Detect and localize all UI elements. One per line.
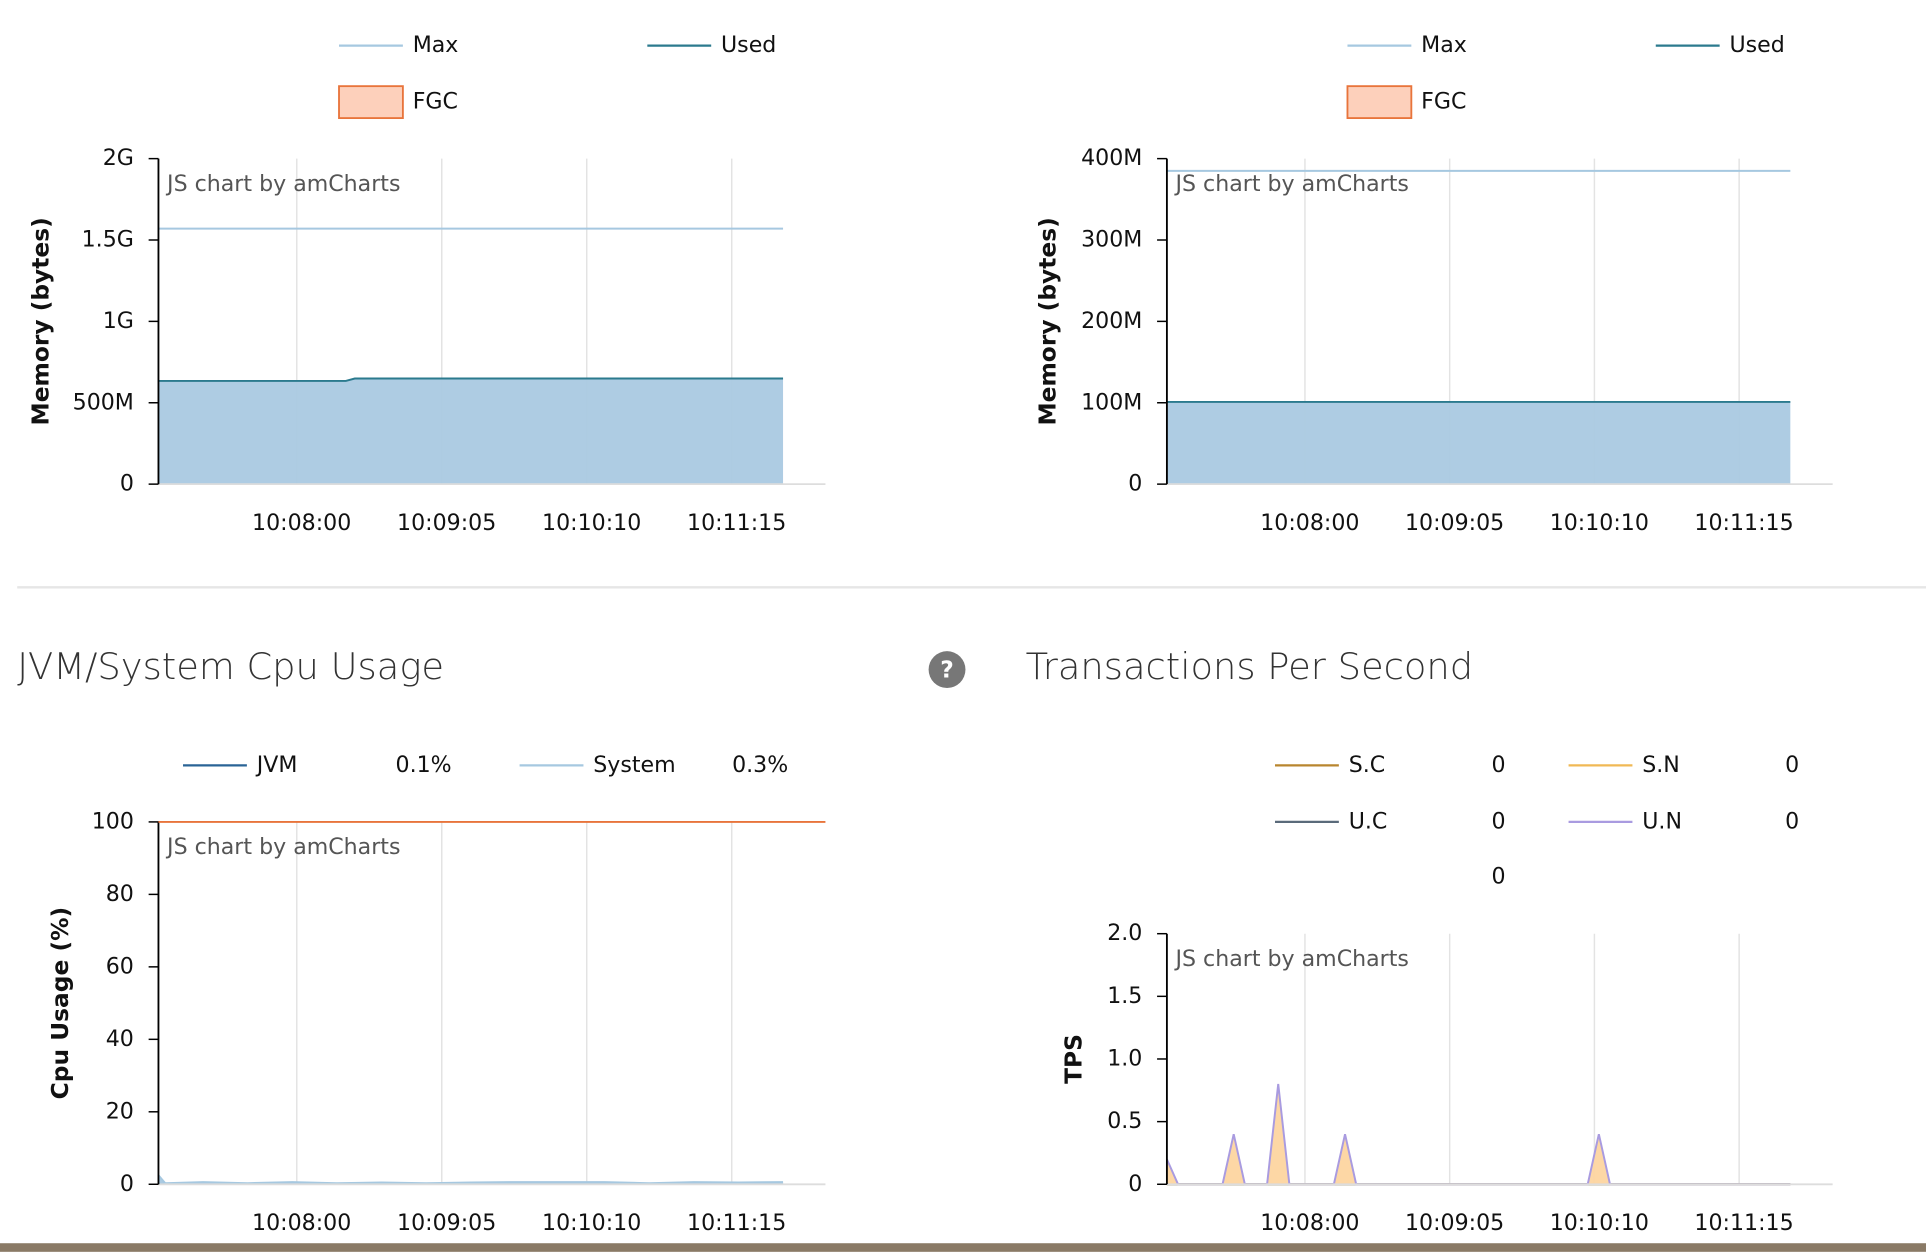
series-area <box>158 378 784 485</box>
x-tick-label: 10:08:00 <box>252 510 351 536</box>
credit: JS chart by amCharts <box>1173 171 1408 197</box>
y-axis-label: Cpu Usage (%) <box>46 907 74 1099</box>
legend-item[interactable]: System 0.3% <box>519 752 789 778</box>
legend-swatch <box>1346 85 1413 120</box>
series-line <box>157 1174 784 1185</box>
series-area <box>1166 401 1791 485</box>
credit: JS chart by amCharts <box>1173 946 1408 972</box>
legend-value: 0 <box>1785 808 1799 834</box>
legend-item[interactable]: Used <box>647 32 776 58</box>
x-tick-label: 10:08:00 <box>252 1210 351 1236</box>
x-tick-label: 10:10:10 <box>1550 510 1649 536</box>
y-tick-label: 40 <box>106 1026 134 1052</box>
chart: 10:08:00 10:09:05 10:10:10 10:11:15 0 500M 1G 1… <box>26 32 826 536</box>
y-axis-label: TPS <box>1059 1034 1087 1084</box>
legend-label: U.N <box>1642 808 1682 834</box>
legend-item[interactable]: Max <box>339 32 458 58</box>
chart-title: Transactions Per Second <box>1026 645 1474 688</box>
legend-item[interactable]: U.N 0 <box>1568 808 1800 834</box>
y-tick-label: 1.0 <box>1107 1045 1142 1071</box>
chart: 10:08:00 10:09:05 10:10:10 10:11:15 0 100M 200… <box>1033 32 1833 536</box>
legend-value: 0 <box>1492 808 1506 834</box>
x-tick-label: 10:08:00 <box>1260 510 1359 536</box>
legend-item[interactable]: S.C 0 <box>1274 752 1506 778</box>
x-tick-label: 10:11:15 <box>687 510 786 536</box>
legend-total: 0 <box>1492 864 1506 890</box>
legend-item[interactable]: JVM 0.1% <box>183 752 452 778</box>
credit: JS chart by amCharts <box>165 171 400 197</box>
y-tick-label: 0 <box>1128 471 1142 497</box>
help-circle[interactable] <box>928 651 966 689</box>
y-tick-label: 0 <box>120 1171 134 1197</box>
chart-title: JVM/System Cpu Usage <box>17 645 444 688</box>
legend-item[interactable]: S.N 0 <box>1568 752 1800 778</box>
x-tick-label: 10:09:05 <box>397 510 496 536</box>
series-line <box>158 377 784 382</box>
legend-label: Max <box>1421 32 1467 58</box>
legend-item[interactable]: U.C 0 <box>1274 808 1506 834</box>
y-axis-label: Memory (bytes) <box>1033 217 1061 425</box>
legend-label: Used <box>721 32 776 58</box>
x-tick-label: 10:11:15 <box>1694 1210 1793 1236</box>
x-tick-label: 10:11:15 <box>1694 510 1793 536</box>
y-tick-label: 60 <box>106 953 134 979</box>
x-tick-label: 10:08:00 <box>1260 1210 1359 1236</box>
y-tick-label: 1.5 <box>1107 983 1142 1009</box>
legend-label: FGC <box>1421 89 1466 115</box>
legend-value: 0 <box>1492 752 1506 778</box>
y-tick-label: 300M <box>1081 227 1142 253</box>
legend-item[interactable]: FGC <box>1346 85 1466 120</box>
x-tick-label: 10:10:10 <box>1550 1210 1649 1236</box>
y-tick-label: 500M <box>73 389 134 415</box>
y-tick-label: 20 <box>106 1098 134 1124</box>
legend-value: 0 <box>1785 752 1799 778</box>
y-tick-label: 100M <box>1081 389 1142 415</box>
chart: Transactions Per Second 10:08:00 10:09:05 1… <box>1026 645 1833 1236</box>
x-tick-label: 10:09:05 <box>397 1210 496 1236</box>
y-tick-label: 100 <box>92 808 134 834</box>
x-tick-label: 10:10:10 <box>542 1210 641 1236</box>
legend-label: System <box>593 752 675 778</box>
legend-label: Used <box>1729 32 1784 58</box>
legend-label: S.N <box>1642 752 1680 778</box>
legend-label: Max <box>413 32 459 58</box>
x-tick-label: 10:09:05 <box>1405 510 1504 536</box>
x-tick-label: 10:10:10 <box>542 510 641 536</box>
legend-value: 0.3% <box>732 752 788 778</box>
y-tick-label: 0 <box>120 471 134 497</box>
legend-value: 0.1% <box>396 752 452 778</box>
y-tick-label: 0 <box>1128 1171 1142 1197</box>
y-tick-label: 1G <box>103 308 134 334</box>
y-tick-label: 80 <box>106 881 134 907</box>
legend-swatch <box>338 85 404 120</box>
y-tick-label: 0.5 <box>1107 1108 1142 1134</box>
legend-label: S.C <box>1349 752 1385 778</box>
y-tick-label: 2.0 <box>1107 920 1142 946</box>
help-mark[interactable]: ? <box>940 655 954 683</box>
dock-edge <box>0 1243 1926 1252</box>
legend-item[interactable]: Used <box>1655 32 1785 58</box>
y-tick-label: 400M <box>1081 145 1142 171</box>
help-icon[interactable]: ? <box>928 651 966 689</box>
x-tick-label: 10:09:05 <box>1405 1210 1504 1236</box>
y-axis-label: Memory (bytes) <box>26 217 54 425</box>
y-tick-label: 2G <box>103 145 134 171</box>
y-tick-label: 1.5G <box>82 227 134 253</box>
series-line <box>1166 1083 1791 1186</box>
chart: JVM/System Cpu Usage 10:08:00 10:09:05 10:1… <box>17 645 826 1236</box>
credit: JS chart by amCharts <box>165 834 400 860</box>
legend-label: JVM <box>255 752 298 778</box>
y-tick-label: 200M <box>1081 308 1142 334</box>
legend-label: FGC <box>413 89 458 115</box>
series-area <box>1166 1084 1791 1185</box>
legend-item[interactable]: Max <box>1347 32 1467 58</box>
legend-item[interactable]: FGC <box>338 85 458 120</box>
legend-label: U.C <box>1349 808 1388 834</box>
x-tick-label: 10:11:15 <box>687 1210 786 1236</box>
